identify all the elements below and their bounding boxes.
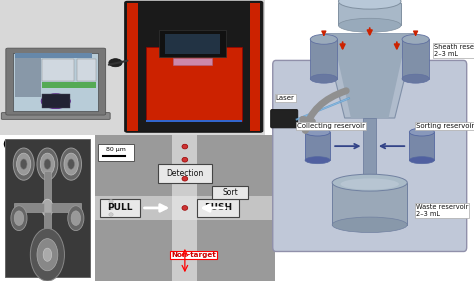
Circle shape [109,206,113,210]
Circle shape [71,211,81,225]
Polygon shape [324,34,416,118]
Bar [198,196,275,220]
Bar [77,59,96,81]
Circle shape [20,159,27,169]
Text: Sort: Sort [222,188,238,197]
Bar [172,196,198,220]
FancyBboxPatch shape [212,186,248,199]
Text: (a): (a) [2,1,17,10]
Circle shape [182,176,188,181]
Bar [44,212,51,259]
Circle shape [182,144,188,149]
Bar [51,203,81,212]
Bar [164,34,220,54]
Bar [15,53,91,58]
Circle shape [17,153,31,175]
Bar [128,3,138,131]
Bar [305,132,330,160]
Ellipse shape [310,74,337,83]
Ellipse shape [332,174,407,191]
Ellipse shape [109,59,122,67]
Bar [159,30,226,57]
Circle shape [109,200,113,203]
Ellipse shape [402,35,429,44]
Ellipse shape [305,157,330,164]
Bar [146,120,242,122]
Circle shape [109,213,113,216]
Circle shape [11,206,27,231]
Bar [402,39,429,79]
Polygon shape [332,34,407,118]
Bar [332,183,407,225]
Circle shape [64,153,78,175]
Bar [249,3,260,131]
Text: Waste reservoir
2–3 mL: Waste reservoir 2–3 mL [416,204,468,217]
Bar [410,132,434,160]
Text: (b): (b) [2,140,17,149]
Bar [42,94,70,108]
Circle shape [37,148,58,180]
Bar [95,196,172,220]
FancyBboxPatch shape [99,144,135,161]
Text: PULL: PULL [107,203,133,212]
Text: 80 μm: 80 μm [107,147,127,152]
Bar [310,39,337,79]
Text: Detection: Detection [166,169,203,178]
Bar [44,171,51,208]
Text: Collecting reservoir: Collecting reservoir [297,123,365,130]
Ellipse shape [338,0,401,9]
Ellipse shape [410,128,434,136]
FancyBboxPatch shape [1,113,110,119]
Bar [364,118,376,211]
Text: Sorting reservoir: Sorting reservoir [416,123,474,130]
Circle shape [42,199,53,217]
Circle shape [13,148,34,180]
FancyBboxPatch shape [158,164,212,183]
Circle shape [30,228,64,281]
Text: (c): (c) [100,140,113,149]
Bar [146,47,242,121]
Ellipse shape [402,74,429,83]
Circle shape [41,94,70,108]
Circle shape [43,248,52,261]
Circle shape [182,157,188,162]
Text: Laser: Laser [276,95,295,101]
Circle shape [44,159,51,169]
FancyBboxPatch shape [273,60,467,251]
Text: Non-target: Non-target [172,252,216,258]
Bar [43,59,74,81]
Bar [172,135,198,281]
Bar [13,53,98,111]
Circle shape [61,148,82,180]
Bar [173,58,212,65]
FancyBboxPatch shape [125,1,263,132]
Text: Sheath reservoir
2–3 mL: Sheath reservoir 2–3 mL [434,44,474,57]
Circle shape [68,206,84,231]
Bar [43,81,96,88]
FancyBboxPatch shape [100,199,140,217]
FancyBboxPatch shape [198,199,239,217]
Ellipse shape [332,217,407,233]
Ellipse shape [410,157,434,164]
Bar [15,57,41,97]
Circle shape [14,211,24,225]
Bar [338,3,401,25]
FancyBboxPatch shape [6,48,106,115]
Circle shape [68,159,74,169]
Ellipse shape [305,128,330,136]
FancyBboxPatch shape [271,110,298,128]
Ellipse shape [310,35,337,44]
Ellipse shape [338,18,401,32]
Circle shape [40,153,55,175]
Circle shape [182,206,188,210]
Bar [14,203,44,212]
Text: PUSH: PUSH [204,203,232,212]
Ellipse shape [340,178,399,190]
Circle shape [37,239,58,271]
